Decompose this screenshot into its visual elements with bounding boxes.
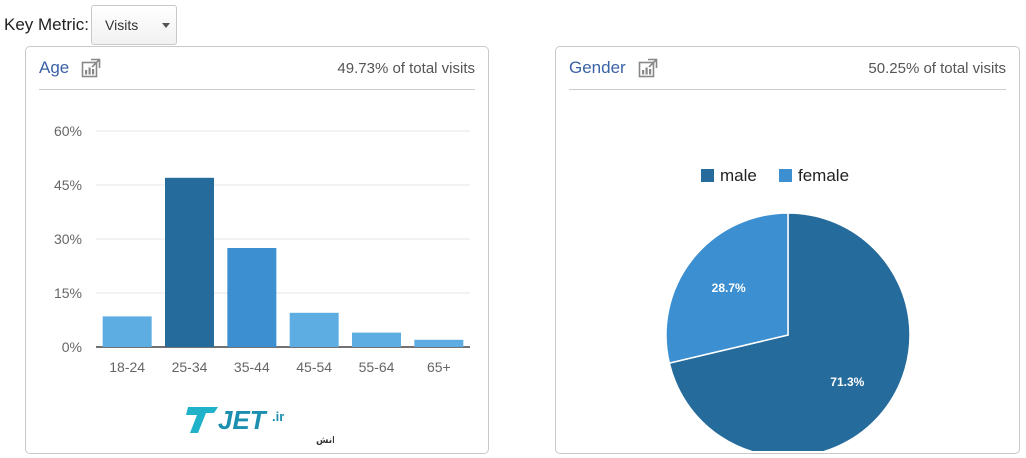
key-metric-row: Key Metric: Visits	[4, 4, 178, 46]
age-panel: Age 49.73% of total visits 60% 45% 30% 15% 0…	[25, 46, 489, 454]
bar	[352, 332, 401, 347]
export-chart-icon[interactable]	[81, 58, 101, 78]
x-tick-label: 65+	[427, 359, 451, 375]
bar	[227, 248, 277, 347]
x-tick-label: 45-54	[296, 359, 332, 375]
legend-swatch	[779, 169, 792, 182]
gender-panel-header: Gender 50.25% of total visits	[569, 47, 1006, 90]
y-tick-label: 30%	[54, 231, 82, 247]
x-tick-label: 35-44	[234, 359, 270, 375]
pie-value-label: 71.3%	[830, 375, 864, 389]
x-tick-label: 18-24	[109, 359, 145, 375]
age-panel-header: Age 49.73% of total visits	[39, 47, 475, 90]
key-metric-label: Key Metric:	[4, 15, 90, 34]
age-bar-chart: 60% 45% 30% 15% 0% 18-24 25-34 35-44 45-54 55-64 6…	[54, 123, 470, 375]
legend-swatch	[701, 169, 714, 182]
chevron-down-icon[interactable]	[162, 22, 171, 28]
x-tick-label: 25-34	[172, 359, 208, 375]
y-tick-label: 60%	[54, 123, 82, 139]
svg-text:JET: JET	[218, 405, 268, 435]
svg-text:جت ، پرواز در آسمان دانش: جت ، پرواز در آسمان دانش	[316, 434, 334, 446]
age-panel-share: 49.73% of total visits	[337, 59, 475, 77]
gender-panel-share: 50.25% of total visits	[868, 59, 1006, 77]
y-tick-label: 15%	[54, 285, 82, 301]
x-tick-label: 55-64	[359, 359, 395, 375]
legend-label: female	[798, 166, 849, 185]
svg-text:.ir: .ir	[272, 409, 284, 424]
legend-label: male	[720, 166, 757, 185]
jet-watermark-logo: JET .ir جت ، پرواز در آسمان دانش	[186, 405, 334, 446]
key-metric-selected-value: Visits	[105, 17, 139, 33]
age-panel-title: Age	[39, 58, 70, 77]
gender-pie-chart: male female 71.3% 28.7%	[665, 166, 911, 451]
gender-panel-title: Gender	[569, 58, 626, 77]
bar	[289, 312, 339, 347]
export-chart-icon[interactable]	[638, 58, 658, 78]
bar	[165, 177, 214, 347]
pie-slice	[665, 212, 789, 365]
gender-panel: Gender 50.25% of total visits male female…	[555, 46, 1020, 454]
bar	[102, 316, 152, 347]
y-tick-label: 45%	[54, 177, 82, 193]
pie-value-label: 28.7%	[712, 281, 746, 295]
y-tick-label: 0%	[62, 339, 82, 355]
key-metric-dropdown[interactable]: Visits	[91, 5, 178, 45]
pie-slice	[668, 212, 911, 451]
bar	[414, 339, 464, 347]
